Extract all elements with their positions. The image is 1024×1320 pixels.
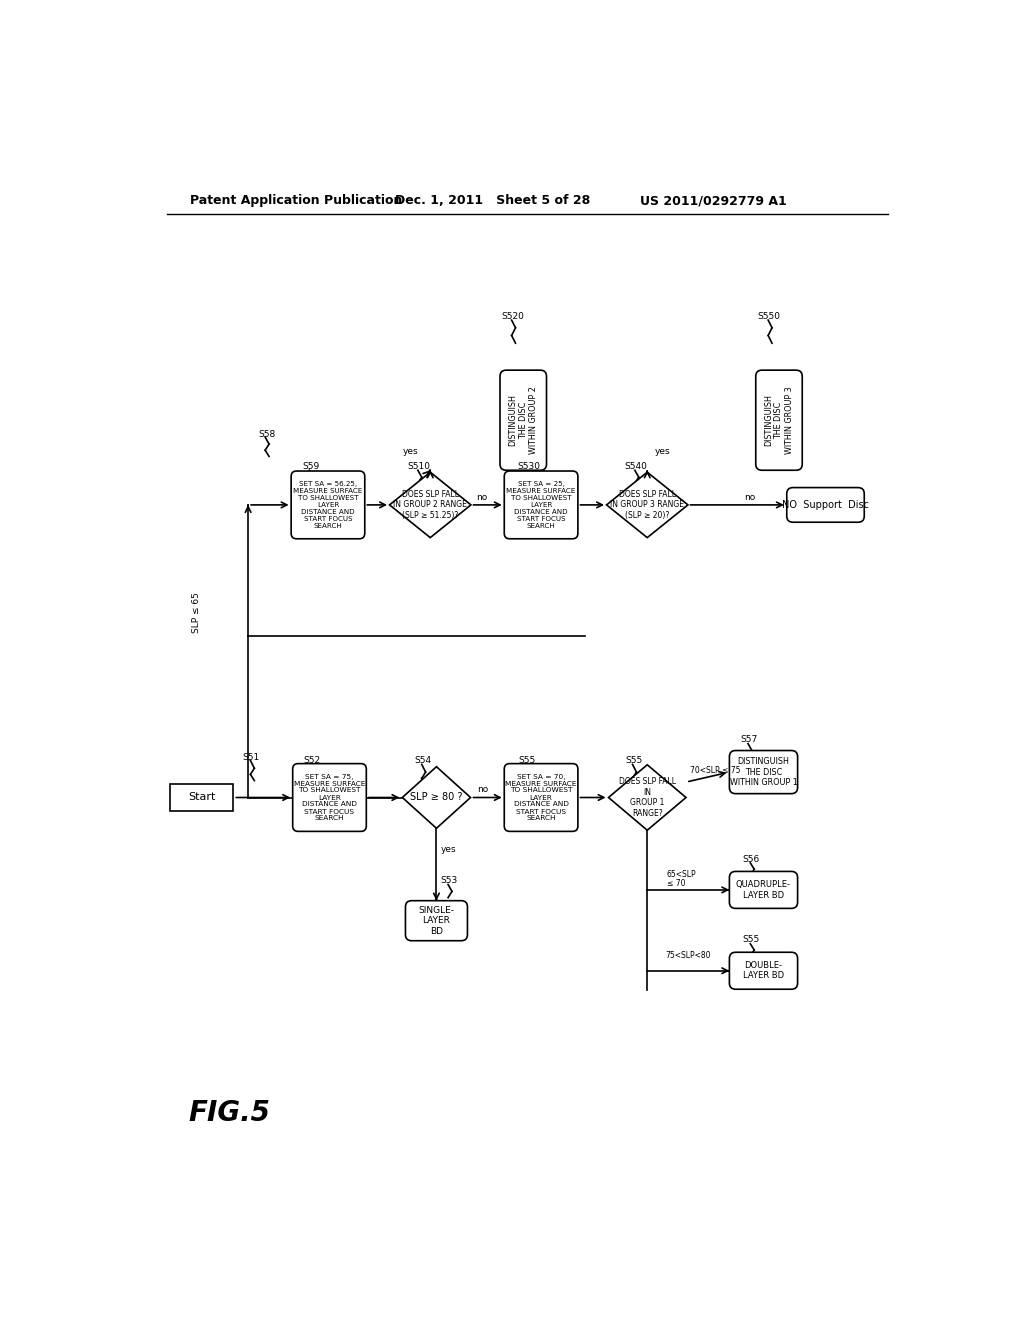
Polygon shape: [606, 473, 688, 537]
Text: no: no: [477, 785, 488, 795]
FancyBboxPatch shape: [729, 952, 798, 989]
Text: S520: S520: [502, 312, 524, 321]
Text: DISTINGUISH
THE DISC
WITHIN GROUP 1: DISTINGUISH THE DISC WITHIN GROUP 1: [730, 758, 798, 787]
FancyBboxPatch shape: [756, 370, 802, 470]
Text: Dec. 1, 2011   Sheet 5 of 28: Dec. 1, 2011 Sheet 5 of 28: [395, 194, 591, 207]
FancyBboxPatch shape: [504, 763, 578, 832]
Text: US 2011/0292779 A1: US 2011/0292779 A1: [640, 194, 786, 207]
Text: yes: yes: [655, 446, 671, 455]
Text: S540: S540: [624, 462, 647, 471]
Text: S52: S52: [303, 756, 321, 766]
Text: SLP ≤ 65: SLP ≤ 65: [191, 593, 201, 634]
Text: S55: S55: [742, 936, 760, 944]
Text: FIG.5: FIG.5: [188, 1098, 270, 1127]
Text: 70<SLP ≤ 75: 70<SLP ≤ 75: [690, 766, 740, 775]
Text: SLP ≥ 80 ?: SLP ≥ 80 ?: [411, 792, 463, 803]
Text: no: no: [744, 492, 756, 502]
Text: SINGLE-
LAYER
BD: SINGLE- LAYER BD: [419, 906, 455, 936]
Text: 75<SLP<80: 75<SLP<80: [665, 950, 711, 960]
FancyBboxPatch shape: [293, 763, 367, 832]
Text: S53: S53: [440, 876, 458, 886]
Text: S57: S57: [740, 735, 758, 744]
Polygon shape: [608, 764, 686, 830]
Text: S58: S58: [258, 429, 275, 438]
Text: S59: S59: [302, 462, 319, 471]
Text: S56: S56: [742, 854, 760, 863]
Text: S54: S54: [415, 756, 432, 766]
Text: DISTINGUISH
THE DISC
WITHIN GROUP 2: DISTINGUISH THE DISC WITHIN GROUP 2: [508, 387, 539, 454]
Polygon shape: [402, 767, 471, 829]
Text: ≤ 70: ≤ 70: [667, 879, 685, 888]
Text: S55: S55: [518, 756, 536, 766]
Text: S51: S51: [243, 752, 260, 762]
Text: Start: Start: [188, 792, 215, 803]
FancyBboxPatch shape: [291, 471, 365, 539]
Text: SET SA = 75,
MEASURE SURFACE
TO SHALLOWEST
LAYER
DISTANCE AND
START FOCUS
SEARCH: SET SA = 75, MEASURE SURFACE TO SHALLOWE…: [294, 774, 366, 821]
Text: DOUBLE-
LAYER BD: DOUBLE- LAYER BD: [743, 961, 784, 981]
Polygon shape: [389, 473, 471, 537]
Text: DOES SLP FALL
IN
GROUP 1
RANGE?: DOES SLP FALL IN GROUP 1 RANGE?: [618, 777, 676, 817]
Text: SET SA = 25,
MEASURE SURFACE
TO SHALLOWEST
LAYER
DISTANCE AND
START FOCUS
SEARCH: SET SA = 25, MEASURE SURFACE TO SHALLOWE…: [507, 480, 575, 529]
Text: no: no: [476, 492, 487, 502]
Text: NO  Support  Disc: NO Support Disc: [782, 500, 869, 510]
Text: 65<SLP: 65<SLP: [667, 870, 696, 879]
Text: yes: yes: [441, 845, 457, 854]
FancyBboxPatch shape: [504, 471, 578, 539]
Text: DOES SLP FALL
IN GROUP 2 RANGE
(SLP ≥ 51.25)?: DOES SLP FALL IN GROUP 2 RANGE (SLP ≥ 51…: [393, 490, 467, 520]
FancyBboxPatch shape: [729, 751, 798, 793]
FancyBboxPatch shape: [729, 871, 798, 908]
Text: S510: S510: [407, 462, 430, 471]
Text: SET SA = 56.25,
MEASURE SURFACE
TO SHALLOWEST
LAYER
DISTANCE AND
START FOCUS
SEA: SET SA = 56.25, MEASURE SURFACE TO SHALL…: [293, 480, 362, 529]
Text: DISTINGUISH
THE DISC
WITHIN GROUP 3: DISTINGUISH THE DISC WITHIN GROUP 3: [764, 387, 794, 454]
Text: S55: S55: [626, 756, 643, 766]
Text: yes: yes: [403, 446, 419, 455]
Text: S550: S550: [758, 312, 780, 321]
Text: S530: S530: [517, 462, 540, 471]
Text: DOES SLP FALL
IN GROUP 3 RANGE
(SLP ≥ 20)?: DOES SLP FALL IN GROUP 3 RANGE (SLP ≥ 20…: [610, 490, 684, 520]
Text: Patent Application Publication: Patent Application Publication: [190, 194, 402, 207]
FancyBboxPatch shape: [500, 370, 547, 470]
FancyBboxPatch shape: [406, 900, 467, 941]
Text: SET SA = 70,
MEASURE SURFACE
TO SHALLOWEST
LAYER
DISTANCE AND
START FOCUS
SEARCH: SET SA = 70, MEASURE SURFACE TO SHALLOWE…: [506, 774, 577, 821]
Text: QUADRUPLE-
LAYER BD: QUADRUPLE- LAYER BD: [736, 880, 791, 900]
FancyBboxPatch shape: [786, 487, 864, 523]
Bar: [170, 784, 233, 812]
